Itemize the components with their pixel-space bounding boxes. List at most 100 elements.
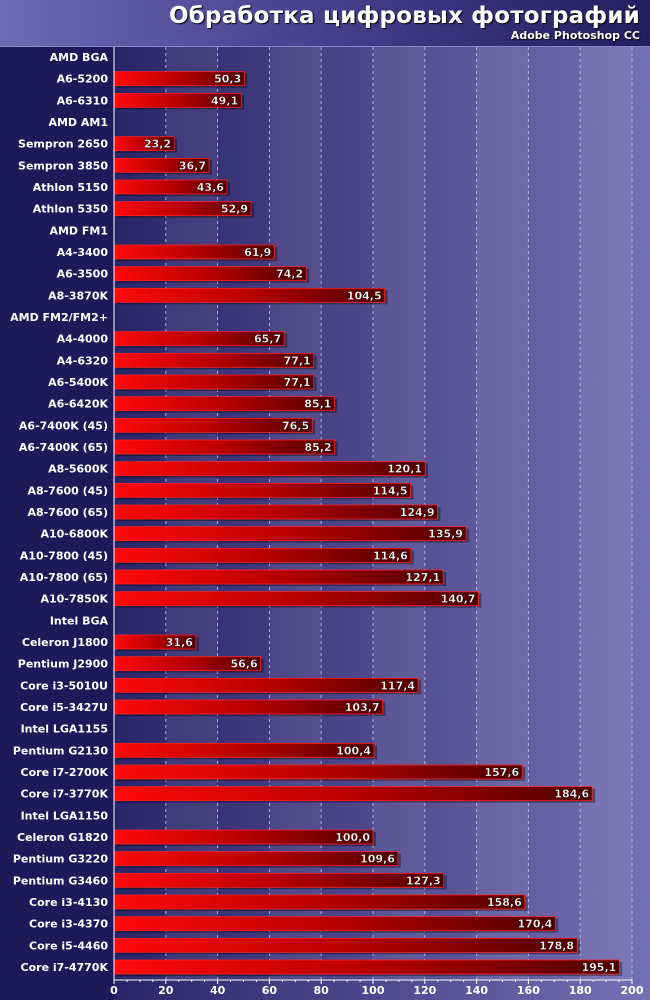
bar	[113, 894, 526, 910]
value-label: 157,6	[484, 766, 519, 779]
value-label: 114,6	[373, 549, 408, 562]
value-label: 195,1	[582, 961, 617, 974]
category-label: Celeron G1820	[17, 831, 108, 844]
category-label: AMD AM1	[48, 116, 108, 129]
grid-band	[580, 47, 632, 980]
bar	[113, 569, 444, 585]
x-tick-label: 0	[110, 984, 118, 997]
x-tick-label: 100	[362, 984, 385, 997]
category-label: Pentium G2130	[13, 744, 108, 757]
value-label: 85,1	[304, 398, 331, 411]
category-label: A8-7600 (65)	[27, 506, 108, 519]
category-label: A6-6420K	[48, 398, 108, 411]
category-label: Athlon 5350	[33, 203, 109, 216]
value-label: 117,4	[380, 679, 415, 692]
category-label: A10-7800 (65)	[20, 571, 108, 584]
x-tick-label: 160	[517, 984, 540, 997]
value-label: 178,8	[539, 939, 574, 952]
category-label: Core i5-3427U	[20, 701, 108, 714]
bar	[113, 461, 426, 477]
category-label: A6-3500	[57, 268, 109, 281]
value-label: 49,1	[211, 94, 238, 107]
category-label: A6-5400K	[48, 376, 108, 389]
value-label: 124,9	[400, 506, 435, 519]
bar	[113, 591, 479, 607]
category-label: A6-5200	[57, 73, 109, 86]
bar	[113, 396, 335, 412]
value-label: 103,7	[345, 701, 380, 714]
value-label: 77,1	[284, 376, 311, 389]
chart-subtitle: Adobe Photoshop CC	[510, 29, 640, 42]
bar	[113, 677, 419, 693]
category-label: A4-3400	[57, 246, 109, 259]
category-label: A6-6310	[57, 94, 109, 107]
category-label: Core i3-4130	[29, 896, 108, 909]
bar	[113, 764, 523, 780]
bar	[113, 504, 438, 520]
x-tick-label: 200	[621, 984, 644, 997]
category-label: A4-4000	[57, 333, 109, 346]
bar	[113, 916, 556, 932]
category-label: AMD FM2/FM2+	[10, 311, 108, 324]
value-label: 36,7	[179, 159, 206, 172]
value-label: 52,9	[221, 203, 248, 216]
value-label: 140,7	[441, 593, 476, 606]
category-label: Intel BGA	[50, 614, 109, 627]
x-tick-label: 60	[262, 984, 278, 997]
value-label: 65,7	[254, 333, 281, 346]
category-label: AMD BGA	[50, 51, 109, 64]
category-label: A10-6800K	[40, 528, 108, 541]
value-label: 61,9	[244, 246, 271, 259]
x-tick-label: 20	[158, 984, 174, 997]
value-label: 85,2	[305, 441, 332, 454]
bar	[113, 526, 467, 542]
bar	[113, 786, 593, 802]
bar	[113, 959, 620, 975]
category-label: Sempron 2650	[18, 138, 108, 151]
value-label: 23,2	[144, 138, 171, 151]
category-label: A6-7400K (65)	[19, 441, 108, 454]
chart-title: Обработка цифровых фотографий	[169, 3, 640, 29]
category-label: A10-7850K	[40, 593, 108, 606]
chart-header: Обработка цифровых фотографий Adobe Phot…	[0, 0, 650, 47]
value-label: 76,5	[282, 419, 309, 432]
category-label: Intel LGA1150	[21, 809, 109, 822]
value-label: 100,0	[335, 831, 370, 844]
bar	[113, 851, 399, 867]
value-label: 109,6	[360, 853, 395, 866]
category-label: Core i3-5010U	[20, 679, 108, 692]
value-label: 104,5	[347, 289, 382, 302]
category-label: A10-7800 (45)	[20, 549, 108, 562]
value-label: 74,2	[276, 268, 303, 281]
category-label: Core i7-4770K	[21, 961, 109, 974]
category-label: A6-7400K (45)	[19, 419, 108, 432]
value-label: 100,4	[336, 744, 371, 757]
category-label: AMD FM1	[49, 224, 108, 237]
category-label: Intel LGA1155	[21, 723, 108, 736]
category-label: Sempron 3850	[18, 159, 108, 172]
value-label: 50,3	[214, 73, 241, 86]
category-label: Athlon 5150	[33, 181, 109, 194]
x-tick-label: 120	[413, 984, 436, 997]
value-label: 127,3	[406, 874, 441, 887]
category-label: A4-6320	[57, 354, 109, 367]
x-tick-label: 80	[314, 984, 330, 997]
category-label: A8-7600 (45)	[27, 484, 108, 497]
value-label: 135,9	[428, 528, 463, 541]
x-tick-label: 140	[465, 984, 488, 997]
category-label: Core i5-4460	[29, 939, 108, 952]
category-label: A8-5600K	[48, 463, 108, 476]
bar	[113, 829, 374, 845]
value-label: 31,6	[166, 636, 193, 649]
category-label: Core i3-4370	[29, 918, 108, 931]
category-label: Pentium G3460	[13, 874, 108, 887]
value-label: 43,6	[197, 181, 224, 194]
bar	[113, 872, 445, 888]
bar	[113, 547, 412, 563]
x-tick-label: 180	[569, 984, 592, 997]
value-label: 127,1	[405, 571, 440, 584]
category-label: A8-3870K	[48, 289, 108, 302]
category-label-panel	[0, 47, 114, 1000]
value-label: 170,4	[518, 918, 553, 931]
